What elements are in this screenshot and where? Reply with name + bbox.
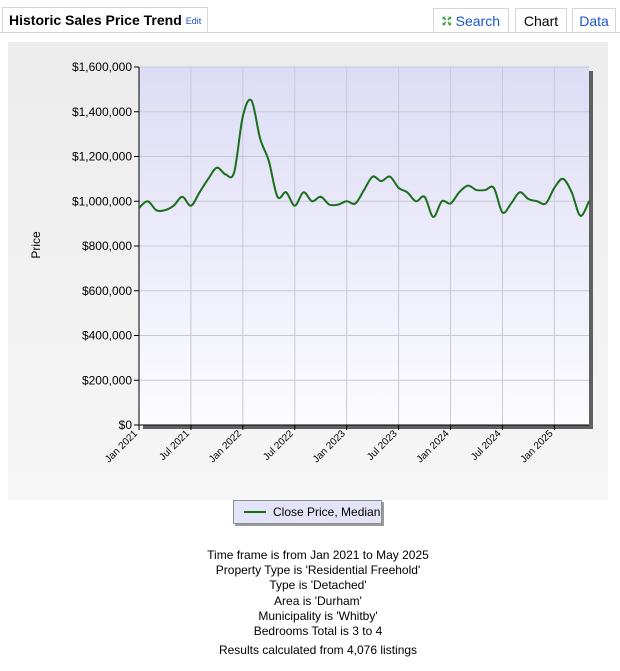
data-point xyxy=(250,99,253,102)
data-point xyxy=(293,204,296,207)
x-tick-label: Jul 2024 xyxy=(469,428,504,463)
data-point xyxy=(172,204,175,207)
data-point xyxy=(207,177,210,180)
data-point xyxy=(190,204,192,207)
data-point xyxy=(458,191,461,194)
data-point xyxy=(406,191,409,194)
tab-chart-label: Chart xyxy=(523,12,559,29)
data-point xyxy=(155,209,158,212)
page-title: Historic Sales Price Trend xyxy=(9,12,182,28)
data-point xyxy=(267,160,270,162)
grid-lines xyxy=(139,66,589,425)
data-point xyxy=(241,115,244,118)
data-point xyxy=(198,191,201,194)
x-tick-label: Jan 2021 xyxy=(103,428,140,465)
price-trend-chart: $0 $200,000 $400,000 $600,000 $800,000 $1,000… xyxy=(29,60,593,465)
tab-baseline xyxy=(0,32,620,33)
edit-link[interactable]: Edit xyxy=(185,16,202,26)
criteria-line: Property Type is 'Residential Freehold' xyxy=(215,563,421,578)
data-point xyxy=(449,202,452,205)
data-point xyxy=(397,186,400,189)
x-tick-label: Jul 2022 xyxy=(261,428,296,463)
tab-search-label: Search xyxy=(455,12,500,29)
data-point xyxy=(466,184,469,187)
data-point xyxy=(570,191,573,194)
data-point xyxy=(415,200,417,203)
data-point xyxy=(337,203,339,206)
x-tick-label: Jan 2024 xyxy=(415,428,452,465)
series-layer xyxy=(138,98,590,218)
data-point xyxy=(259,137,262,140)
data-point xyxy=(510,202,513,205)
criteria-line: Area is 'Durham' xyxy=(274,593,362,608)
y-tick-label: $800,000 xyxy=(82,239,132,253)
data-point xyxy=(492,186,495,189)
tab-chart[interactable]: Chart xyxy=(515,8,567,32)
data-point xyxy=(164,209,166,212)
y-tick-label: $200,000 xyxy=(82,373,132,387)
data-point xyxy=(302,191,305,194)
data-point xyxy=(579,214,582,217)
data-point xyxy=(363,189,365,191)
x-tick-label: Jan 2023 xyxy=(311,428,348,465)
data-point xyxy=(345,200,348,203)
legend: Close Price, Median xyxy=(233,500,382,524)
data-point xyxy=(215,166,218,169)
x-tick-label: Jul 2023 xyxy=(365,428,400,463)
header-bar: Historic Sales Price Trend Edit Search C… xyxy=(0,0,620,34)
data-point xyxy=(475,189,478,191)
criteria-line: Municipality is 'Whitby' xyxy=(258,608,378,623)
tab-search[interactable]: Search xyxy=(433,8,509,32)
data-point xyxy=(544,202,547,205)
y-tick-label: $600,000 xyxy=(82,284,132,298)
data-point xyxy=(588,200,590,203)
criteria-summary: Time frame is from Jan 2021 to May 2025 … xyxy=(0,548,620,658)
y-axis-label: Price xyxy=(29,231,43,259)
y-tick-label: $0 xyxy=(119,418,133,432)
data-point xyxy=(518,191,521,194)
data-point xyxy=(423,195,426,198)
data-point xyxy=(527,198,530,200)
expand-arrows-icon xyxy=(442,16,452,25)
data-point xyxy=(553,186,556,189)
y-tick-label: $1,200,000 xyxy=(72,150,132,164)
legend-label: Close Price, Median xyxy=(273,505,381,519)
y-tick-label: $1,000,000 xyxy=(72,194,132,208)
data-point xyxy=(371,175,374,178)
data-point xyxy=(181,195,184,198)
data-point xyxy=(146,200,149,203)
data-point xyxy=(389,175,391,178)
data-point xyxy=(562,177,564,180)
data-point xyxy=(285,191,288,194)
criteria-line: Bedrooms Total is 3 to 4 xyxy=(253,624,383,639)
data-point xyxy=(276,195,279,198)
data-point xyxy=(354,202,357,205)
data-point xyxy=(311,200,313,203)
tab-data[interactable]: Data xyxy=(572,8,616,32)
tab-data-label: Data xyxy=(579,12,609,29)
x-tick-label: Jul 2021 xyxy=(158,428,193,463)
data-point xyxy=(233,171,236,174)
data-point xyxy=(319,195,322,198)
x-tick-label: Jan 2025 xyxy=(519,428,556,465)
y-tick-label: $1,600,000 xyxy=(72,60,132,74)
y-tick-label: $1,400,000 xyxy=(72,105,132,119)
data-point xyxy=(432,216,435,218)
data-point xyxy=(484,189,487,191)
legend-swatch xyxy=(244,511,266,513)
data-point xyxy=(536,200,538,203)
data-point xyxy=(328,203,331,206)
title-tab: Historic Sales Price Trend Edit xyxy=(2,7,209,32)
x-tick-label: Jan 2022 xyxy=(207,428,244,465)
criteria-line: Type is 'Detached' xyxy=(269,578,367,593)
y-tick-label: $400,000 xyxy=(82,329,132,343)
criteria-line: Time frame is from Jan 2021 to May 2025 xyxy=(207,548,429,562)
chart-panel: $0 $200,000 $400,000 $600,000 $800,000 $1,000… xyxy=(8,42,608,500)
data-point xyxy=(224,173,227,176)
data-point xyxy=(138,207,140,209)
data-point xyxy=(501,211,504,214)
data-point xyxy=(440,200,443,203)
results-count: Results calculated from 4,076 listings xyxy=(218,643,418,658)
data-point xyxy=(380,180,383,183)
